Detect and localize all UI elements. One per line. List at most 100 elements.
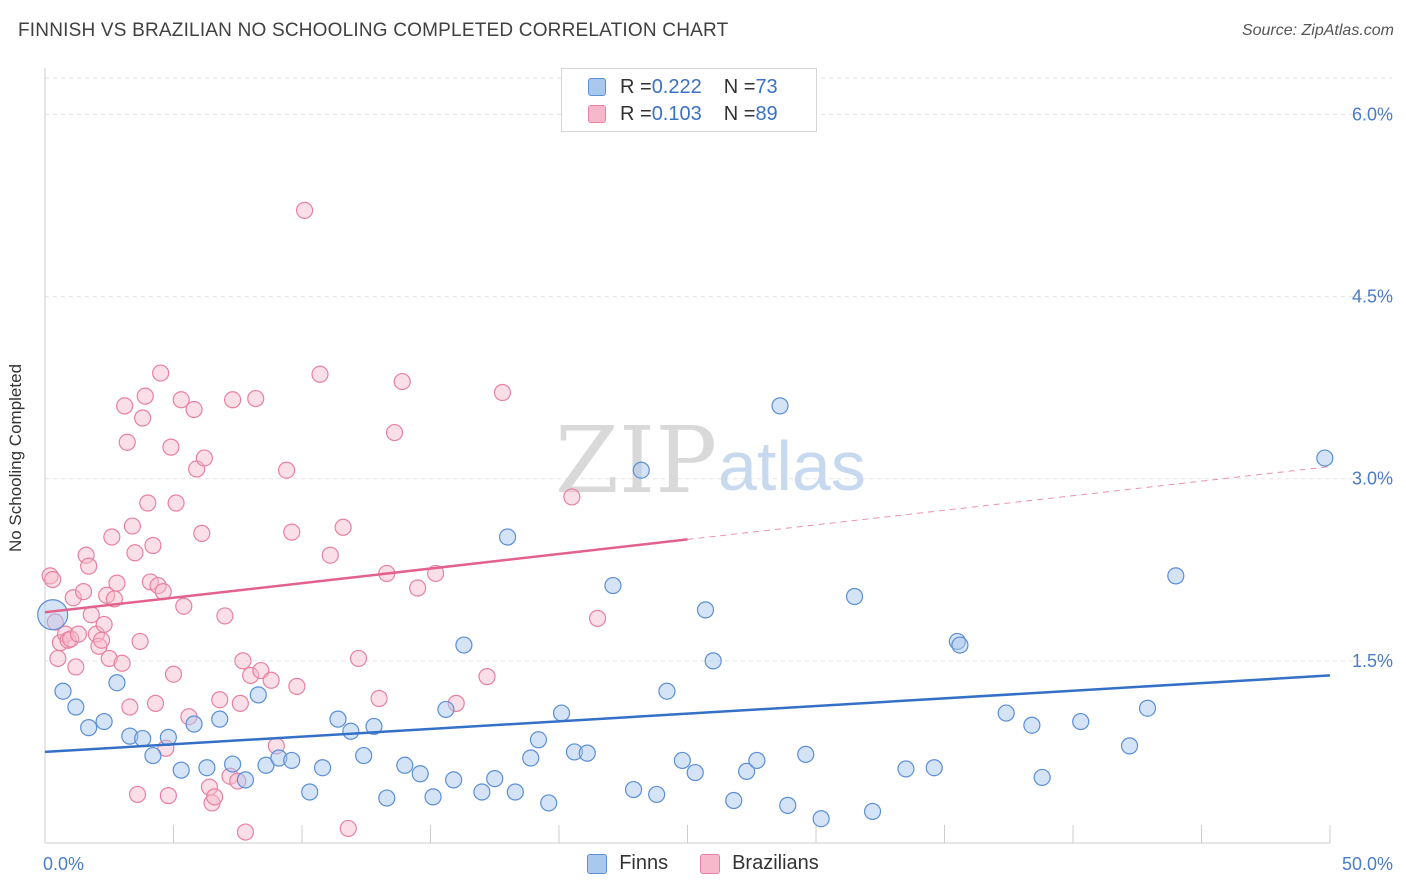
- brazilians-legend-swatch: [700, 853, 721, 874]
- brazilians-point: [95, 615, 113, 634]
- finns-point: [1138, 699, 1157, 717]
- finns-point: [540, 794, 558, 812]
- brazilians-point: [77, 546, 95, 564]
- brazilians-point: [262, 671, 280, 689]
- finns-point: [54, 682, 72, 700]
- brazilians-point: [162, 438, 180, 456]
- brazilians-point: [334, 518, 352, 536]
- legend-item-brazilians[interactable]: Brazilians: [700, 852, 819, 875]
- brazilians-point: [409, 579, 427, 597]
- legend-r-label: R =: [620, 75, 652, 98]
- brazilians-point: [185, 400, 203, 419]
- brazilians-point: [283, 523, 301, 541]
- finns-point: [445, 771, 463, 789]
- finns-point: [658, 682, 676, 700]
- finns-point: [1120, 737, 1139, 755]
- finns-point: [529, 731, 548, 749]
- brazilians-point: [128, 785, 147, 804]
- watermark: ZIP atlas: [555, 407, 866, 514]
- legend-item-finns[interactable]: Finns: [587, 852, 668, 875]
- legend-n-value: 73: [755, 75, 778, 98]
- legend-row-brazilians: R = 0.103 N = 89: [588, 101, 778, 127]
- brazilians-point: [224, 391, 242, 409]
- finns-point: [897, 760, 915, 778]
- brazilians-point: [216, 607, 234, 625]
- finns-point: [1316, 449, 1334, 467]
- finns-point: [552, 704, 571, 722]
- finns-point: [67, 698, 85, 716]
- finns-legend-swatch: [587, 853, 608, 874]
- finns-point: [455, 636, 473, 654]
- finns-point: [301, 783, 319, 801]
- finns-point: [95, 712, 113, 731]
- brazilians-point: [211, 691, 229, 709]
- brazilians-point: [113, 654, 131, 672]
- finns-point: [797, 745, 815, 763]
- legend-n-value: 89: [755, 102, 778, 125]
- finns-point: [624, 780, 643, 799]
- brazilians-swatch: [588, 105, 606, 123]
- finns-trend-line: [44, 674, 1331, 754]
- brazilians-point: [172, 391, 190, 409]
- x-tick-label: 50.0%: [1342, 854, 1393, 874]
- finns-point: [845, 587, 864, 606]
- finns-point: [522, 749, 540, 767]
- finns-point: [1072, 712, 1090, 731]
- brazilians-point: [288, 677, 306, 695]
- finns-point: [355, 746, 373, 765]
- brazilians-point: [108, 574, 126, 592]
- finns-point: [951, 636, 969, 654]
- brazilians-point: [236, 823, 255, 841]
- finns-point: [725, 791, 743, 810]
- brazilians-point: [311, 365, 329, 383]
- brazilians-point: [139, 494, 157, 512]
- legend-row-finns: R = 0.222 N = 73: [588, 74, 778, 100]
- brazilians-point: [159, 787, 177, 805]
- finns-point: [779, 796, 797, 814]
- y-tick-label: 4.5%: [1352, 287, 1393, 307]
- brazilians-point: [478, 668, 496, 686]
- brazilians-point: [49, 649, 67, 668]
- finns-point: [172, 761, 190, 779]
- finns-point: [1023, 716, 1041, 734]
- brazilians-point: [123, 517, 141, 535]
- axes: [44, 68, 1331, 844]
- finns-point: [396, 756, 414, 774]
- finns-point: [159, 728, 177, 746]
- legend-finns-label: Finns: [619, 852, 669, 874]
- watermark-atlas: atlas: [718, 427, 866, 505]
- finns-point: [37, 599, 69, 631]
- finns-point: [144, 746, 162, 765]
- brazilians-point: [175, 597, 193, 615]
- finns-point: [997, 704, 1015, 722]
- finns-point: [1033, 768, 1051, 787]
- finns-point: [378, 789, 396, 807]
- legend-n-label: N =: [723, 75, 756, 98]
- brazilians-point: [80, 557, 98, 575]
- finns-point: [211, 710, 229, 728]
- finns-point: [342, 722, 360, 740]
- brazilians-point: [100, 649, 118, 668]
- watermark-zip: ZIP: [555, 407, 717, 514]
- brazilians-point: [44, 570, 62, 589]
- finns-point: [108, 674, 126, 692]
- finns-point: [925, 759, 943, 777]
- finns-point: [499, 528, 517, 546]
- finns-point: [411, 765, 429, 783]
- brazilians-point: [242, 666, 260, 685]
- brazilians-point: [126, 544, 144, 562]
- legend-r-value: 0.103: [651, 102, 702, 125]
- finns-point: [748, 751, 766, 770]
- finns-point: [424, 788, 442, 806]
- correlation-legend: R = 0.222 N = 73 R = 0.103 N = 89: [561, 68, 817, 132]
- brazilians-point: [144, 536, 162, 555]
- brazilians-point: [277, 461, 296, 479]
- trend-lines: [44, 466, 1331, 754]
- finns-point: [578, 744, 596, 762]
- brazilians-point: [118, 433, 136, 451]
- finns-point: [771, 397, 789, 415]
- brazilians-point: [67, 658, 85, 676]
- brazilians-point: [116, 397, 134, 415]
- source-label: Source: ZipAtlas.com: [1241, 22, 1394, 39]
